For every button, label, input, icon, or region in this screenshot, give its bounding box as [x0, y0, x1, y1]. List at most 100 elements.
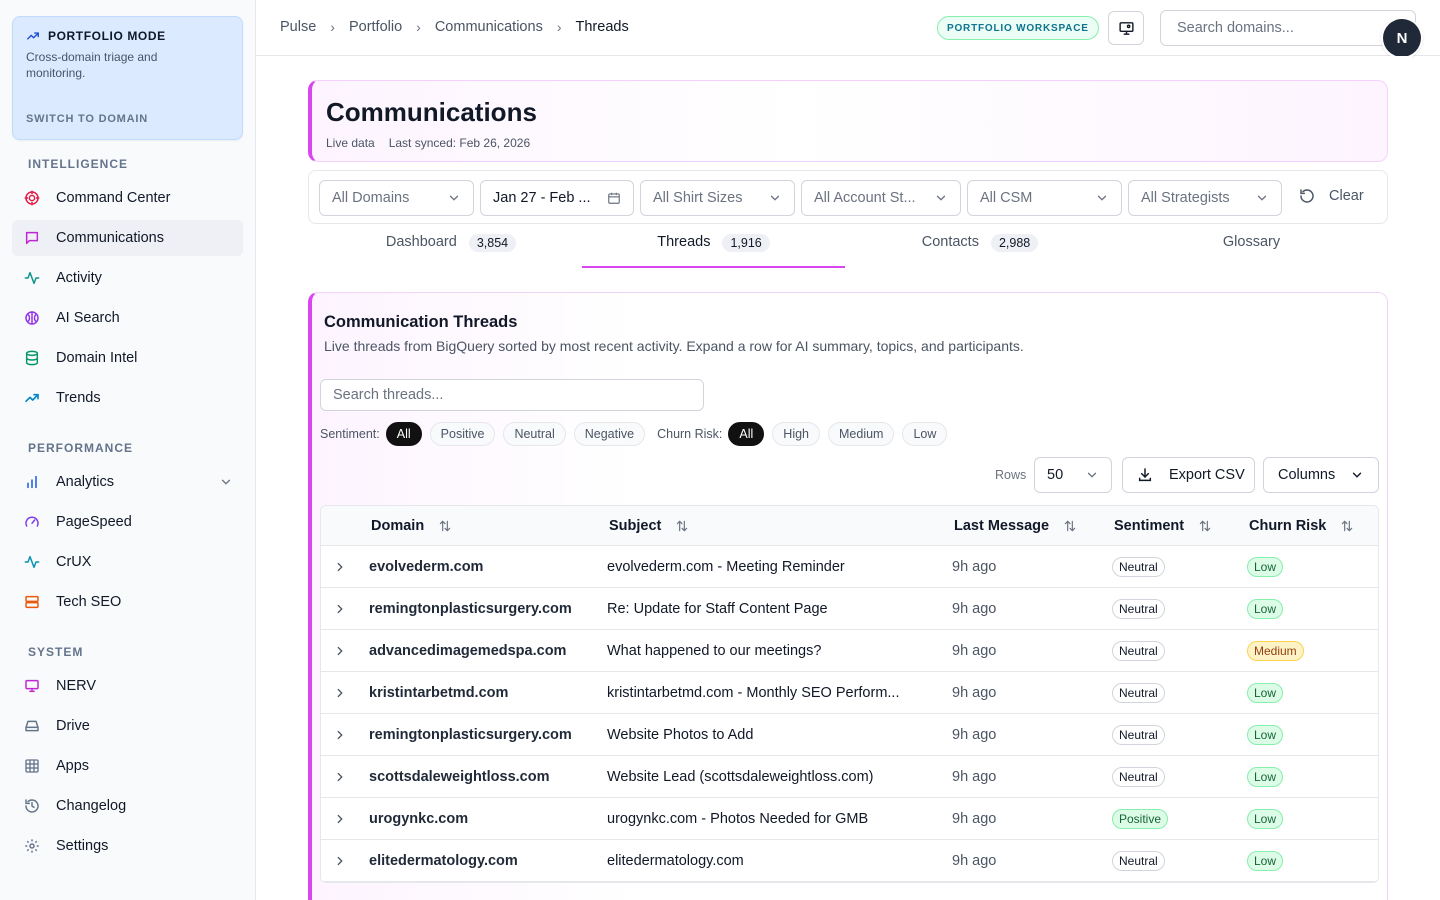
target-icon: [24, 190, 40, 206]
sidebar-item-ai-search[interactable]: AI Search: [12, 300, 243, 336]
cell-domain[interactable]: scottsdaleweightloss.com: [369, 769, 550, 785]
churn-chip-high[interactable]: High: [772, 422, 821, 446]
rows-per-page-select[interactable]: 50: [1034, 457, 1112, 493]
export-csv-button[interactable]: Export CSV: [1122, 457, 1255, 493]
sidebar-item-apps[interactable]: Apps: [12, 748, 243, 784]
cell-subject: evolvederm.com - Meeting Reminder: [607, 559, 845, 575]
sidebar-item-drive[interactable]: Drive: [12, 708, 243, 744]
sidebar-item-label: Domain Intel: [56, 350, 138, 366]
cell-last-message: 9h ago: [952, 853, 997, 869]
chevron-right-icon[interactable]: [333, 770, 347, 784]
cell-domain[interactable]: kristintarbetmd.com: [369, 685, 509, 701]
sidebar-item-analytics[interactable]: Analytics: [12, 464, 243, 500]
chevron-down-icon: [770, 195, 780, 201]
switch-to-domain-button[interactable]: SWITCH TO DOMAIN: [26, 113, 148, 125]
chevron-right-icon[interactable]: [333, 728, 347, 742]
cell-domain[interactable]: elitedermatology.com: [369, 853, 518, 869]
sentiment-chip-negative[interactable]: Negative: [573, 422, 646, 446]
sidebar-item-communications[interactable]: Communications: [12, 220, 243, 256]
sidebar: PORTFOLIO MODE Cross-domain triage and m…: [0, 0, 256, 900]
chevron-right-icon[interactable]: [333, 812, 347, 826]
chevron-down-icon[interactable]: [219, 475, 233, 489]
thread-search-input[interactable]: [320, 379, 704, 411]
sidebar-item-domain-intel[interactable]: Domain Intel: [12, 340, 243, 376]
breadcrumb-pulse[interactable]: Pulse: [280, 19, 317, 35]
chevron-right-icon: ›: [556, 19, 562, 35]
cell-subject: What happened to our meetings?: [607, 643, 822, 659]
tab-glossary[interactable]: Glossary: [1115, 234, 1388, 268]
domain-search-input[interactable]: [1160, 10, 1416, 46]
table-row[interactable]: remingtonplasticsurgery.com Website Photo…: [321, 714, 1378, 756]
churn-chip-all[interactable]: All: [728, 422, 765, 446]
tab-threads[interactable]: Threads 1,916: [582, 234, 845, 268]
chevron-right-icon[interactable]: [333, 560, 347, 574]
breadcrumb-threads: Threads: [575, 19, 629, 35]
strategists-filter[interactable]: All Strategists: [1128, 180, 1282, 216]
sidebar-item-crux[interactable]: CrUX: [12, 544, 243, 580]
column-last-message[interactable]: Last Message: [954, 506, 1077, 546]
portfolio-mode-card: PORTFOLIO MODE Cross-domain triage and m…: [12, 16, 243, 140]
cell-domain[interactable]: urogynkc.com: [369, 811, 469, 827]
column-label: Domain: [371, 518, 425, 534]
chevron-right-icon[interactable]: [333, 602, 347, 616]
cell-churn-risk: Low: [1247, 714, 1367, 756]
sort-icon: [1064, 520, 1076, 532]
table-row[interactable]: scottsdaleweightloss.com Website Lead (sc…: [321, 756, 1378, 798]
cell-churn-risk: Low: [1247, 588, 1367, 630]
cell-domain[interactable]: remingtonplasticsurgery.com: [369, 601, 572, 617]
chevron-right-icon[interactable]: [333, 644, 347, 658]
breadcrumb-communications[interactable]: Communications: [434, 19, 543, 35]
domains-filter[interactable]: All Domains: [319, 180, 474, 216]
account-status-filter[interactable]: All Account St...: [801, 180, 961, 216]
sentiment-chip-positive[interactable]: Positive: [429, 422, 496, 446]
sidebar-item-nerv[interactable]: NERV: [12, 668, 243, 704]
cell-subject: Re: Update for Staff Content Page: [607, 601, 828, 617]
table-row[interactable]: kristintarbetmd.com kristintarbetmd.com -…: [321, 672, 1378, 714]
live-data-label: Live data: [326, 136, 375, 150]
csm-filter[interactable]: All CSM: [967, 180, 1122, 216]
cell-domain[interactable]: evolvederm.com: [369, 559, 484, 575]
column-churn-risk[interactable]: Churn Risk: [1249, 506, 1354, 546]
chevron-right-icon[interactable]: [333, 854, 347, 868]
sidebar-item-settings[interactable]: Settings: [12, 828, 243, 864]
sentiment-badge: Neutral: [1112, 557, 1165, 577]
avatar[interactable]: N: [1383, 19, 1421, 57]
table-row[interactable]: evolvederm.com evolvederm.com - Meeting R…: [321, 546, 1378, 588]
cell-domain[interactable]: remingtonplasticsurgery.com: [369, 727, 572, 743]
sidebar-item-activity[interactable]: Activity: [12, 260, 243, 296]
sidebar-item-label: Apps: [56, 758, 90, 774]
clear-filters-button[interactable]: Clear: [1299, 188, 1364, 204]
monitor-button[interactable]: [1108, 11, 1144, 45]
sidebar-item-command-center[interactable]: Command Center: [12, 180, 243, 216]
sidebar-item-tech-seo[interactable]: Tech SEO: [12, 584, 243, 620]
breadcrumb-portfolio[interactable]: Portfolio: [348, 19, 403, 35]
table-row[interactable]: advancedimagemedspa.com What happened to …: [321, 630, 1378, 672]
sentiment-chip-neutral[interactable]: Neutral: [503, 422, 566, 446]
sidebar-item-changelog[interactable]: Changelog: [12, 788, 243, 824]
tab-contacts[interactable]: Contacts 2,988: [845, 234, 1115, 268]
activity-icon: [24, 270, 40, 286]
churn-badge: Low: [1247, 767, 1284, 787]
column-subject[interactable]: Subject: [609, 506, 689, 546]
tab-dashboard[interactable]: Dashboard 3,854: [320, 234, 582, 268]
table-row[interactable]: remingtonplasticsurgery.com Re: Update fo…: [321, 588, 1378, 630]
sentiment-chip-all[interactable]: All: [385, 422, 422, 446]
column-domain[interactable]: Domain: [371, 506, 452, 546]
columns-button[interactable]: Columns: [1263, 457, 1379, 493]
column-sentiment[interactable]: Sentiment: [1114, 506, 1212, 546]
table-row[interactable]: urogynkc.com urogynkc.com - Photos Needed…: [321, 798, 1378, 840]
shirt-size-filter[interactable]: All Shirt Sizes: [640, 180, 795, 216]
cell-domain[interactable]: advancedimagemedspa.com: [369, 643, 567, 659]
chevron-right-icon[interactable]: [333, 686, 347, 700]
churn-badge: Low: [1247, 809, 1284, 829]
sort-icon: [1342, 520, 1353, 532]
sentiment-badge: Neutral: [1112, 725, 1165, 745]
sidebar-item-trends[interactable]: Trends: [12, 380, 243, 416]
table-row[interactable]: elitedermatology.com elitedermatology.com…: [321, 840, 1378, 882]
date-range-picker[interactable]: Jan 27 - Feb ...: [480, 180, 634, 216]
tab-count: 1,916: [722, 234, 770, 252]
cell-churn-risk: Low: [1247, 798, 1367, 840]
sidebar-item-pagespeed[interactable]: PageSpeed: [12, 504, 243, 540]
churn-chip-medium[interactable]: Medium: [828, 422, 895, 446]
churn-chip-low[interactable]: Low: [902, 422, 948, 446]
